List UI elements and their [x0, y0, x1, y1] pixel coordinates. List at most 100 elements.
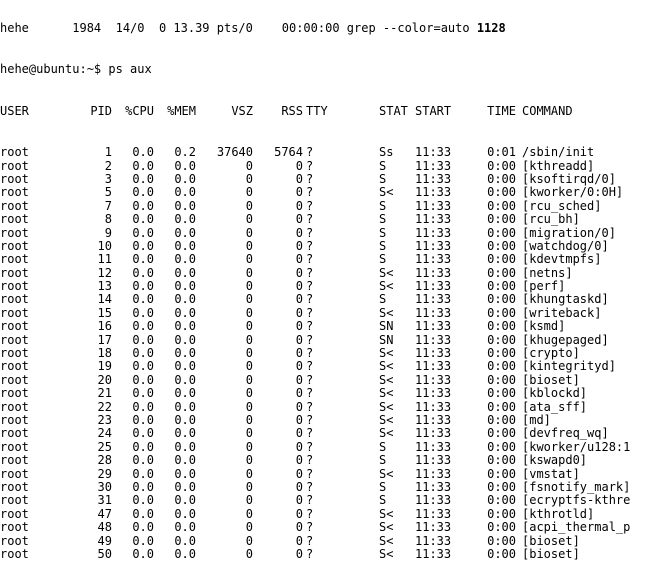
- process-row: root 11 0.0 0.0 0 0? S 11:33 0:00 [kdevtmpfs]: [0, 252, 645, 267]
- cell-rss: 0: [295, 319, 303, 334]
- cell-command: [kthreadd]: [522, 158, 595, 173]
- cell-start: 11:33: [415, 439, 452, 454]
- cell-rss: 0: [295, 185, 303, 200]
- cell-rss: 0: [295, 372, 303, 387]
- cell-cpu: 0.0: [132, 506, 154, 521]
- cell-mem: 0.0: [174, 439, 196, 454]
- cell-time: 0:00: [487, 171, 516, 186]
- cell-pid: 48: [97, 520, 112, 535]
- cell-mem: 0.0: [174, 506, 196, 521]
- process-row: root 20 0.0 0.0 0 0? S< 11:33 0:00 [bioset]: [0, 372, 645, 387]
- cell-pid: 5: [104, 185, 112, 200]
- header-stat: STAT: [379, 103, 408, 118]
- cell-time: 0:00: [487, 252, 516, 267]
- cell-stat: S<: [379, 533, 394, 548]
- cell-stat: S: [379, 158, 387, 173]
- process-row: root 50 0.0 0.0 0 0? S< 11:33 0:00 [bioset]: [0, 546, 645, 561]
- cell-tty: ?: [306, 359, 314, 374]
- cell-stat: S<: [379, 506, 394, 521]
- cell-vsz: 0: [245, 506, 253, 521]
- cell-stat: S<: [379, 466, 394, 481]
- cell-stat: S: [379, 493, 387, 508]
- cell-cpu: 0.0: [132, 238, 154, 253]
- cell-cpu: 0.0: [132, 546, 154, 561]
- cell-command: [acpi_thermal_p: [522, 520, 631, 535]
- cell-mem: 0.0: [174, 426, 196, 441]
- process-row: root 5 0.0 0.0 0 0? S< 11:33 0:00 [kworker/0:0H]: [0, 185, 645, 200]
- cell-pid: 18: [97, 346, 112, 361]
- cell-cpu: 0.0: [132, 225, 154, 240]
- cell-mem: 0.0: [174, 479, 196, 494]
- prompt-line: hehe@ubuntu:~$ ps aux: [0, 62, 645, 76]
- cell-user: root: [0, 198, 29, 213]
- cell-command: [bioset]: [522, 372, 580, 387]
- cell-stat: S<: [379, 265, 394, 280]
- cell-vsz: 0: [245, 479, 253, 494]
- cell-cpu: 0.0: [132, 292, 154, 307]
- process-row: root 29 0.0 0.0 0 0? S< 11:33 0:00 [vmstat]: [0, 466, 645, 481]
- process-row: root 12 0.0 0.0 0 0? S< 11:33 0:00 [netns]: [0, 265, 645, 280]
- cell-start: 11:33: [415, 171, 452, 186]
- cell-rss: 0: [295, 399, 303, 414]
- cell-cpu: 0.0: [132, 399, 154, 414]
- cell-command: [bioset]: [522, 533, 580, 548]
- cell-user: root: [0, 212, 29, 227]
- cell-cpu: 0.0: [132, 265, 154, 280]
- cell-cpu: 0.0: [132, 185, 154, 200]
- cell-time: 0:00: [487, 265, 516, 280]
- cell-mem: 0.0: [174, 319, 196, 334]
- header-user: USER: [0, 103, 29, 118]
- cell-mem: 0.0: [174, 158, 196, 173]
- cell-time: 0:00: [487, 158, 516, 173]
- process-row: root 9 0.0 0.0 0 0? S 11:33 0:00 [migration/0]: [0, 225, 645, 240]
- cell-user: root: [0, 439, 29, 454]
- cell-stat: S<: [379, 305, 394, 320]
- cell-stat: S: [379, 225, 387, 240]
- cell-vsz: 0: [245, 238, 253, 253]
- cell-mem: 0.0: [174, 292, 196, 307]
- cell-command: [fsnotify_mark]: [522, 479, 631, 494]
- cell-rss: 0: [295, 171, 303, 186]
- cell-tty: ?: [306, 171, 314, 186]
- cell-start: 11:33: [415, 546, 452, 561]
- cell-rss: 0: [295, 386, 303, 401]
- cell-stat: S<: [379, 372, 394, 387]
- cell-user: root: [0, 493, 29, 508]
- cell-user: root: [0, 225, 29, 240]
- header-time: TIME: [487, 103, 516, 118]
- cell-cpu: 0.0: [132, 158, 154, 173]
- cell-command: [kdevtmpfs]: [522, 252, 602, 267]
- cell-start: 11:33: [415, 225, 452, 240]
- cell-start: 11:33: [415, 158, 452, 173]
- cell-cpu: 0.0: [132, 198, 154, 213]
- cell-cpu: 0.0: [132, 305, 154, 320]
- cell-rss: 0: [295, 479, 303, 494]
- cell-start: 11:33: [415, 346, 452, 361]
- cell-pid: 23: [97, 412, 112, 427]
- cell-tty: ?: [306, 212, 314, 227]
- cell-cpu: 0.0: [132, 319, 154, 334]
- cell-vsz: 0: [245, 439, 253, 454]
- cell-command: /sbin/init: [522, 145, 595, 160]
- cell-rss: 0: [295, 225, 303, 240]
- cell-rss: 0: [295, 332, 303, 347]
- process-row: root 48 0.0 0.0 0 0? S< 11:33 0:00 [acpi_thermal_…: [0, 520, 645, 535]
- cell-command: [kblockd]: [522, 386, 588, 401]
- cell-tty: ?: [306, 412, 314, 427]
- cell-time: 0:00: [487, 225, 516, 240]
- cell-start: 11:33: [415, 412, 452, 427]
- cell-user: root: [0, 145, 29, 160]
- cell-pid: 1: [104, 145, 112, 160]
- cell-pid: 49: [97, 533, 112, 548]
- cell-rss: 0: [295, 265, 303, 280]
- cell-mem: 0.0: [174, 225, 196, 240]
- cell-tty: ?: [306, 145, 314, 160]
- cell-command: [kintegrityd]: [522, 359, 616, 374]
- cell-vsz: 0: [245, 265, 253, 280]
- cell-cpu: 0.0: [132, 426, 154, 441]
- process-row: root 22 0.0 0.0 0 0? S< 11:33 0:00 [ata_sff]: [0, 399, 645, 414]
- cell-user: root: [0, 546, 29, 561]
- cell-user: root: [0, 466, 29, 481]
- previous-output-text: hehe 1984 14/0 0 13.39 pts/0 00:00:00 gr…: [0, 21, 477, 35]
